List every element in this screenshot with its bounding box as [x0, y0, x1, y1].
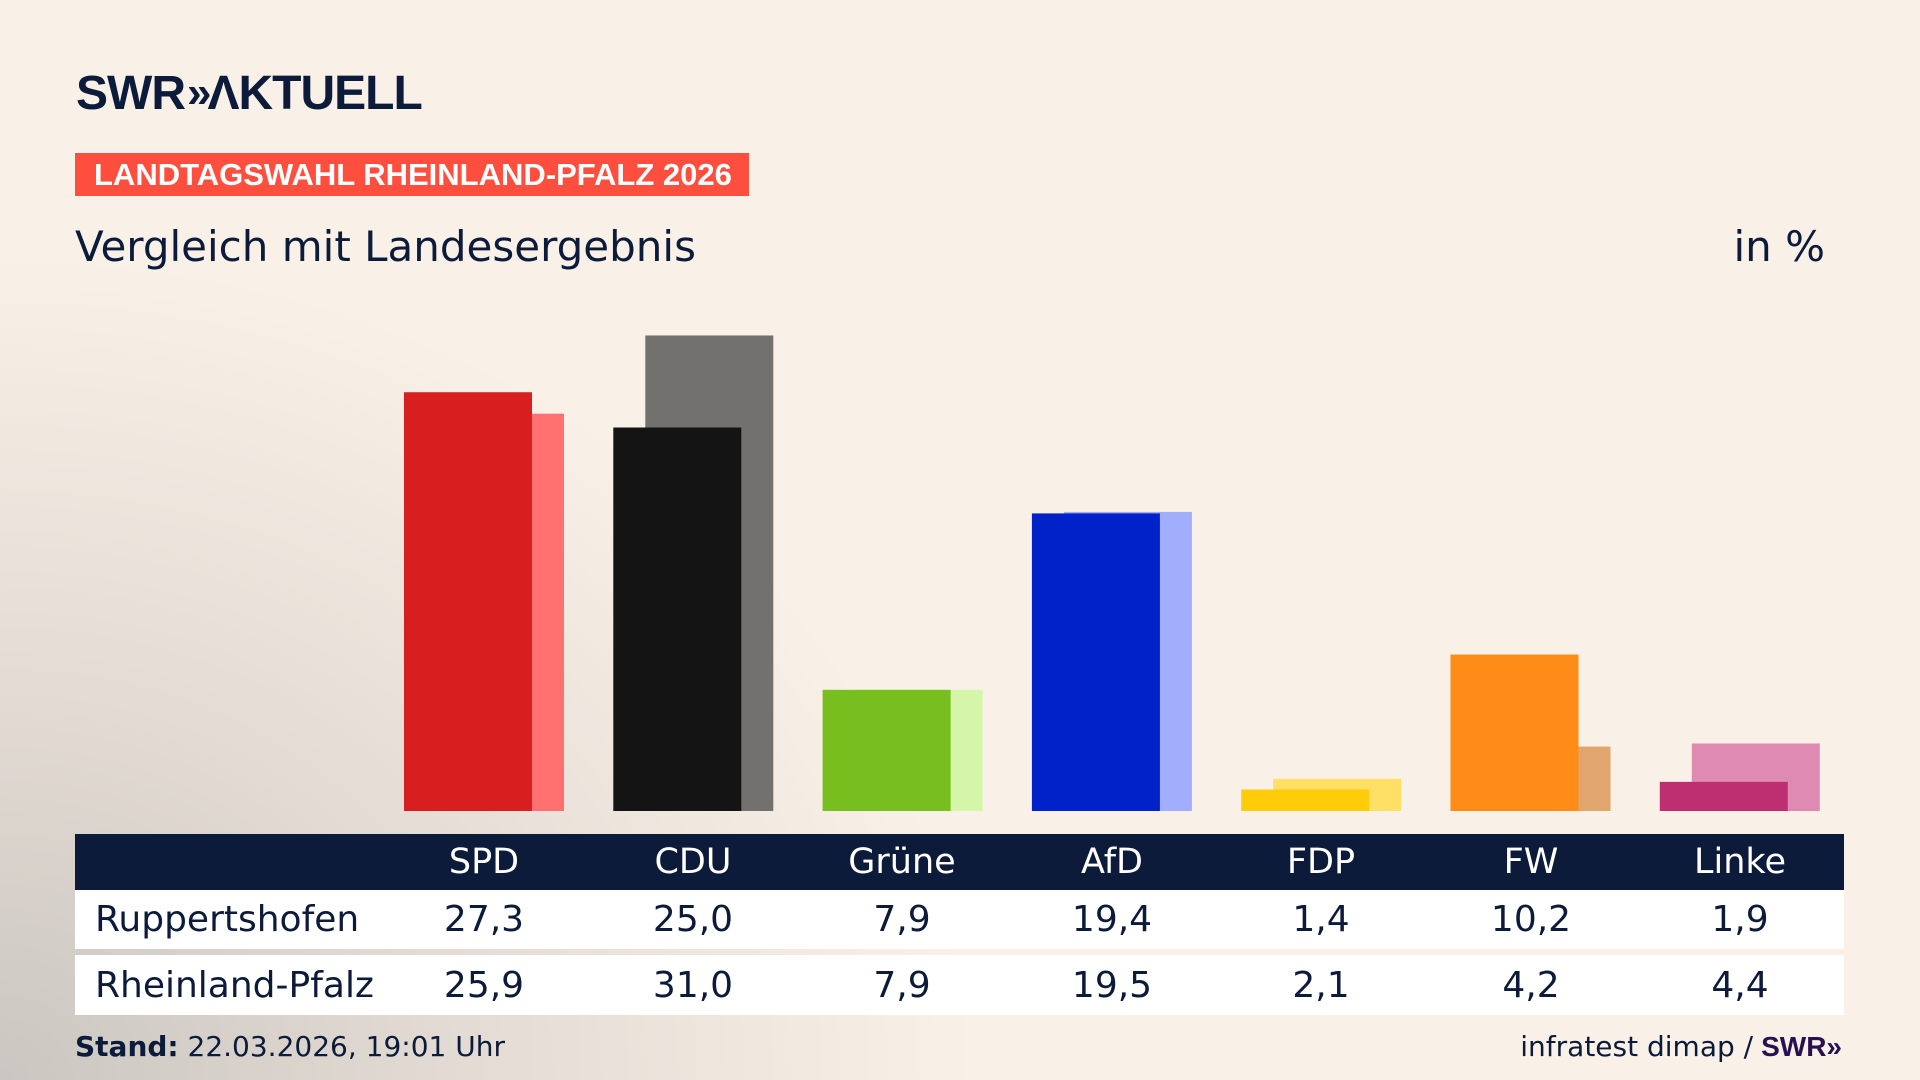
chart-subtitle: Vergleich mit Landesergebnis	[75, 222, 696, 271]
bar-ruppertshofen-fw	[1450, 654, 1579, 811]
stand-label: Stand:	[75, 1030, 179, 1063]
value-cell: 25,0	[652, 899, 734, 940]
timestamp: Stand: 22.03.2026, 19:01 Uhr	[75, 1030, 505, 1063]
source-text: infratest dimap /	[1520, 1030, 1754, 1063]
party-header: Grüne	[848, 842, 956, 882]
value-cell: 19,5	[1071, 964, 1153, 1006]
party-header: FW	[1503, 842, 1559, 882]
value-cell: 4,4	[1711, 964, 1769, 1006]
value-cell: 4,2	[1502, 964, 1560, 1006]
value-cell: 31,0	[652, 964, 734, 1006]
election-banner: LANDTAGSWAHL RHEINLAND-PFALZ 2026	[75, 153, 749, 196]
bar-ruppertshofen-spd	[404, 392, 532, 811]
swr-logo-small: SWR»	[1761, 1030, 1842, 1062]
party-header: CDU	[654, 842, 732, 882]
value-cell: 25,9	[443, 964, 525, 1006]
unit-label: in %	[1733, 222, 1825, 271]
table-row: Ruppertshofen 27,3 25,0 7,9 19,4 1,4 10,2 1,9	[75, 890, 1844, 949]
source-credit: infratest dimap / SWR»	[1520, 1030, 1842, 1063]
bar-chart	[404, 335, 1820, 811]
party-header: AfD	[1081, 842, 1143, 882]
stand-value: 22.03.2026, 19:01 Uhr	[178, 1030, 505, 1063]
swr-aktuell-logo: SWR » ΛKTUELL	[76, 67, 423, 120]
value-cell: 2,1	[1292, 964, 1350, 1006]
value-cell: 19,4	[1071, 899, 1153, 940]
row-label: Rheinland-Pfalz	[95, 964, 374, 1006]
bar-ruppertshofen-grüne	[822, 689, 951, 811]
table-row: Rheinland-Pfalz 25,9 31,0 7,9 19,5 2,1 4,2 4,4	[75, 955, 1844, 1015]
bar-ruppertshofen-linke	[1659, 781, 1788, 811]
value-cell: 7,9	[873, 964, 931, 1006]
value-cell: 7,9	[873, 899, 931, 940]
table-header-row: SPD CDU Grüne AfD FDP FW Linke	[75, 834, 1844, 890]
logo-swr: SWR	[76, 66, 186, 120]
party-header: Linke	[1694, 842, 1786, 882]
bar-ruppertshofen-fdp	[1241, 789, 1370, 811]
bar-ruppertshofen-cdu	[613, 427, 742, 811]
value-cell: 1,4	[1292, 899, 1350, 940]
logo-aktuell: ΛKTUELL	[207, 66, 422, 120]
value-cell: 1,9	[1711, 899, 1769, 940]
row-label: Ruppertshofen	[95, 899, 360, 940]
value-cell: 27,3	[443, 899, 525, 940]
bar-ruppertshofen-afd	[1031, 513, 1160, 811]
party-header: SPD	[448, 842, 520, 882]
results-table: SPD CDU Grüne AfD FDP FW Linke Ruppertshofen 2…	[75, 834, 1844, 1015]
party-header: FDP	[1286, 842, 1356, 882]
value-cell: 10,2	[1490, 899, 1572, 940]
